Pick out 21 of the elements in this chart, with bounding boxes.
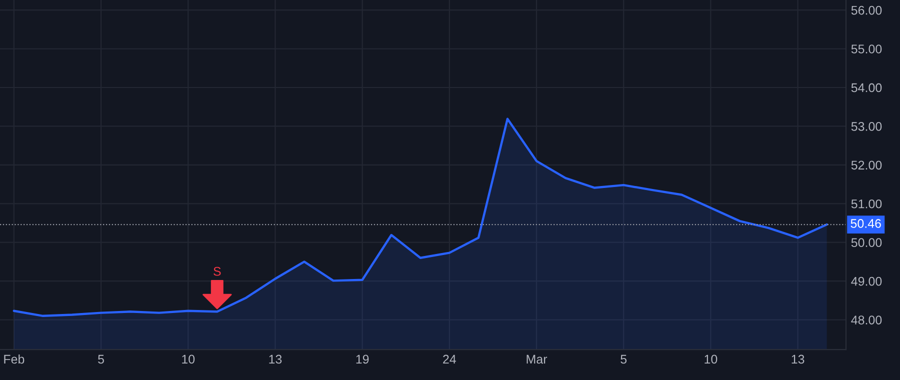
x-tick-label: 24 [443, 354, 456, 364]
x-tick-label: Feb [4, 354, 24, 364]
y-tick-label: 55.00 [851, 44, 882, 54]
x-tick-label: 13 [792, 354, 804, 364]
y-tick-label: 54.00 [851, 83, 882, 92]
x-tick-label: 5 [620, 354, 627, 364]
series-label: S [214, 266, 221, 276]
x-tick-label: Mar [526, 354, 548, 364]
ref-line-label: 50.46 [850, 219, 881, 228]
y-tick-label: 48.00 [851, 316, 882, 324]
x-tick-label: 13 [269, 354, 282, 364]
x-tick-label: 10 [704, 354, 718, 364]
y-tick-label: 52.00 [851, 160, 882, 170]
y-tick-label: 51.00 [851, 199, 882, 208]
y-tick-label: 53.00 [851, 122, 882, 131]
x-tick-label: 10 [182, 354, 195, 364]
x-tick-label: 19 [356, 354, 369, 364]
y-tick-label: 56.00 [851, 6, 882, 15]
x-tick-label: 5 [98, 354, 104, 364]
y-tick-label: 49.00 [851, 276, 882, 286]
y-tick-label: 50.00 [851, 238, 882, 248]
